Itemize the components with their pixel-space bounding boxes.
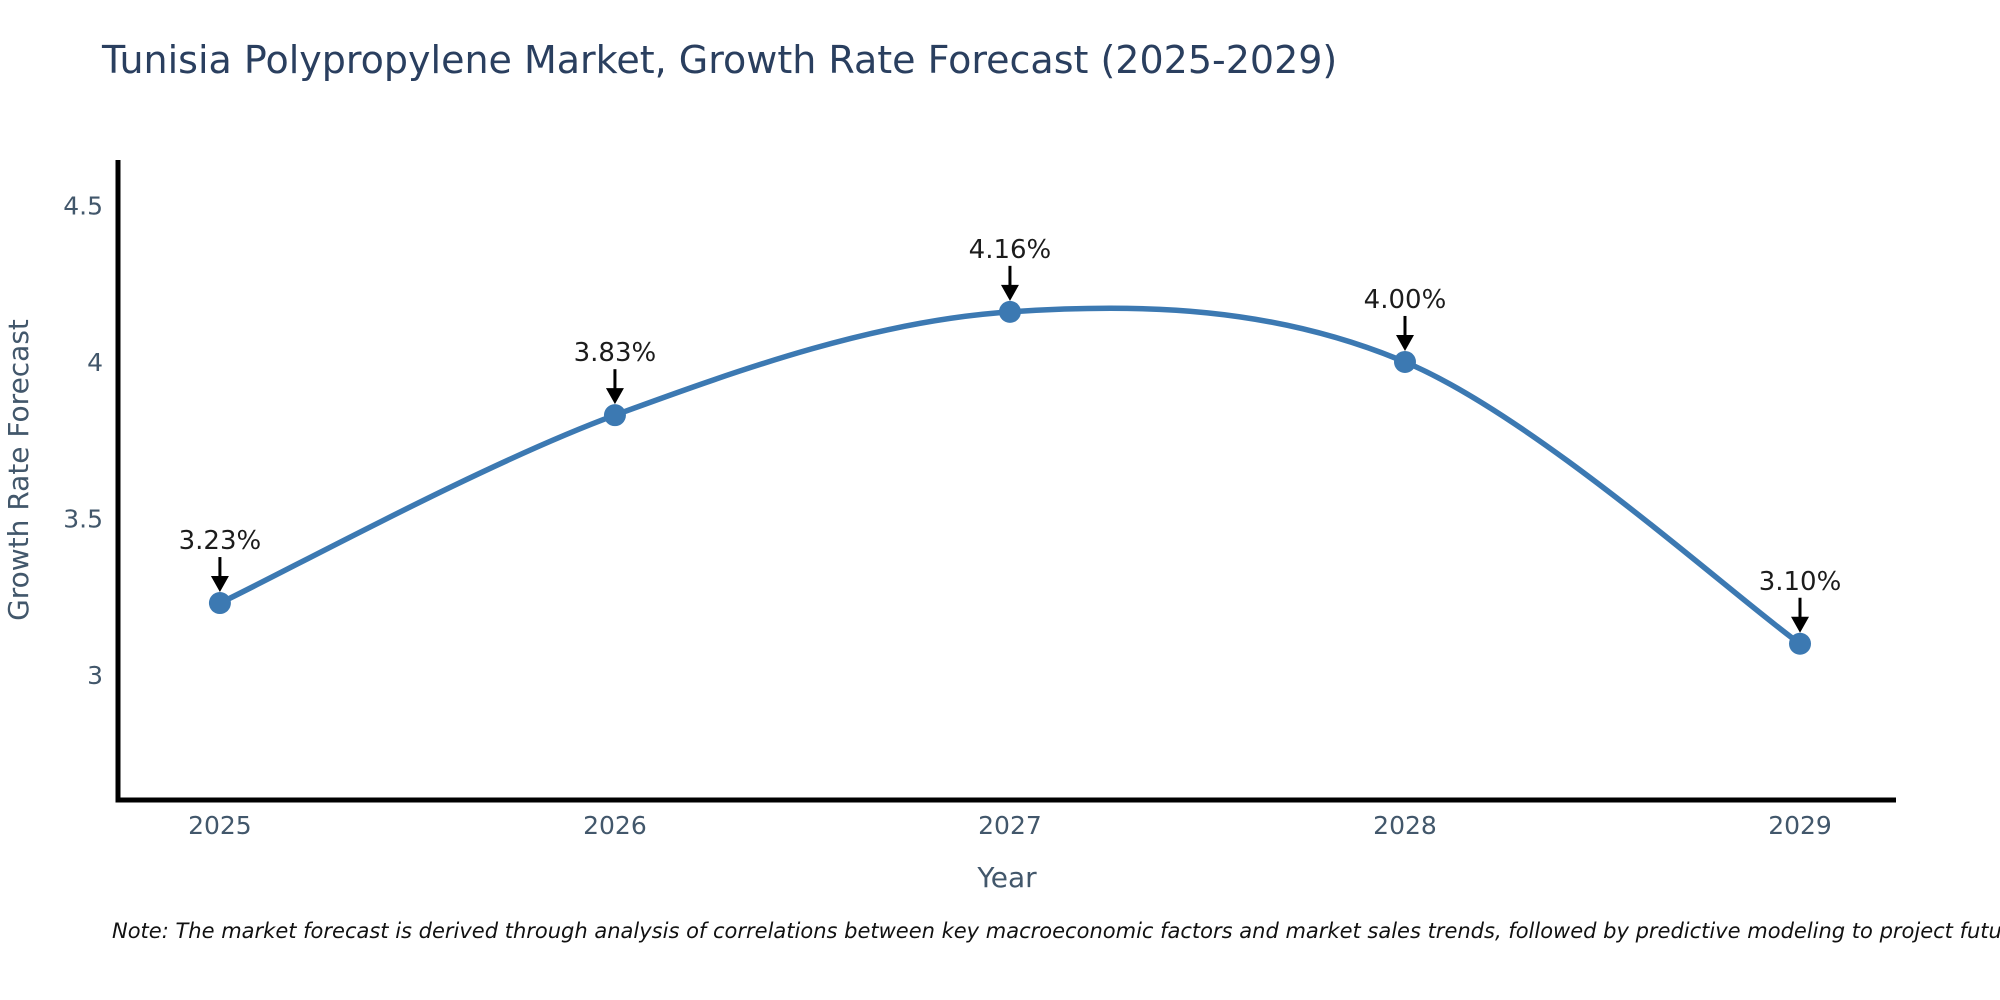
y-tick-label: 3: [87, 661, 103, 690]
annotation-label: 3.23%: [179, 526, 262, 556]
footnote: Note: The market forecast is derived thr…: [112, 919, 2000, 943]
annotation-label: 3.83%: [574, 338, 657, 368]
page-title: Tunisia Polypropylene Market, Growth Rat…: [102, 38, 1338, 82]
annotation-arrowhead-icon: [605, 388, 624, 405]
annotation-label: 4.16%: [969, 235, 1052, 265]
data-point-marker[interactable]: [1393, 350, 1416, 373]
data-point-marker[interactable]: [603, 404, 626, 427]
annotation-label: 4.00%: [1364, 285, 1447, 315]
x-tick-label: 2029: [1768, 811, 1832, 840]
forecast-line: [217, 305, 1803, 647]
y-tick-label: 3.5: [63, 505, 103, 534]
data-point-marker[interactable]: [208, 592, 231, 615]
annotation-arrowhead-icon: [1395, 334, 1414, 351]
x-tick-label: 2026: [583, 811, 647, 840]
x-tick-label: 2027: [978, 811, 1042, 840]
x-axis-title: Year: [976, 861, 1037, 894]
annotation-arrowhead-icon: [1000, 284, 1019, 301]
y-tick-label: 4.5: [63, 191, 103, 220]
y-axis-title: Growth Rate Forecast: [2, 319, 35, 621]
x-tick-label: 2028: [1373, 811, 1437, 840]
data-point-marker[interactable]: [1789, 632, 1812, 655]
annotation-label: 3.10%: [1759, 567, 1842, 597]
x-tick-label: 2025: [188, 811, 252, 840]
annotation-arrowhead-icon: [210, 576, 229, 593]
data-point-marker[interactable]: [998, 300, 1021, 323]
annotation-arrowhead-icon: [1791, 616, 1810, 633]
y-tick-label: 4: [87, 348, 103, 377]
